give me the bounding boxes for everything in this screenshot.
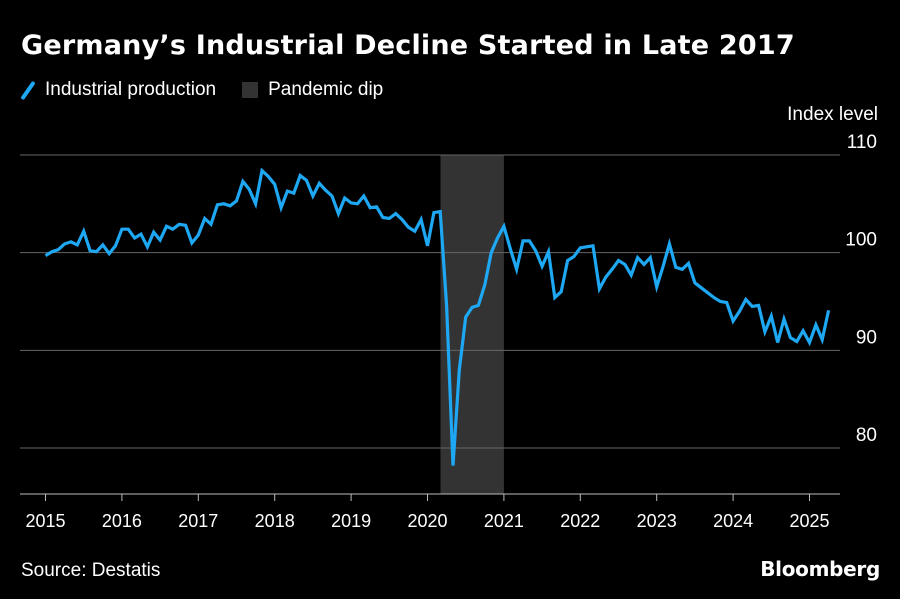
x-tick-label-2019: 2019: [331, 511, 371, 531]
x-tick-label-2022: 2022: [560, 511, 600, 531]
y-axis-unit-label: Index level: [787, 104, 878, 125]
legend-label-pandemic-dip: Pandemic dip: [268, 79, 384, 100]
x-tick-label-2015: 2015: [25, 511, 65, 531]
source-note: Source: Destatis: [21, 560, 161, 581]
x-tick-label-2016: 2016: [102, 511, 142, 531]
series-line-industrial-production: [44, 167, 831, 466]
y-tick-label-90: 90: [856, 327, 877, 348]
x-tick-label-2020: 2020: [407, 511, 447, 531]
bloomberg-logo: Bloomberg: [760, 557, 880, 581]
pandemic-band: [440, 155, 504, 494]
band-swatch-icon: [242, 82, 259, 98]
chart-title: Germany’s Industrial Decline Started in …: [21, 30, 795, 61]
x-tick-label-2023: 2023: [637, 511, 677, 531]
x-tick-label-2021: 2021: [484, 511, 524, 531]
x-tick-label-2017: 2017: [178, 511, 218, 531]
y-tick-label-110: 110: [847, 132, 877, 153]
legend-item-pandemic-dip: Pandemic dip: [242, 79, 383, 101]
legend-item-industrial-production: Industrial production: [21, 79, 216, 101]
y-tick-label-100: 100: [845, 230, 877, 251]
legend: Industrial production Pandemic dip: [21, 78, 409, 102]
y-tick-label-80: 80: [856, 425, 877, 446]
x-tick-label-2018: 2018: [255, 511, 295, 531]
legend-label-industrial-production: Industrial production: [45, 79, 217, 100]
x-tick-label-2024: 2024: [713, 511, 753, 531]
x-tick-label-2025: 2025: [789, 511, 829, 531]
